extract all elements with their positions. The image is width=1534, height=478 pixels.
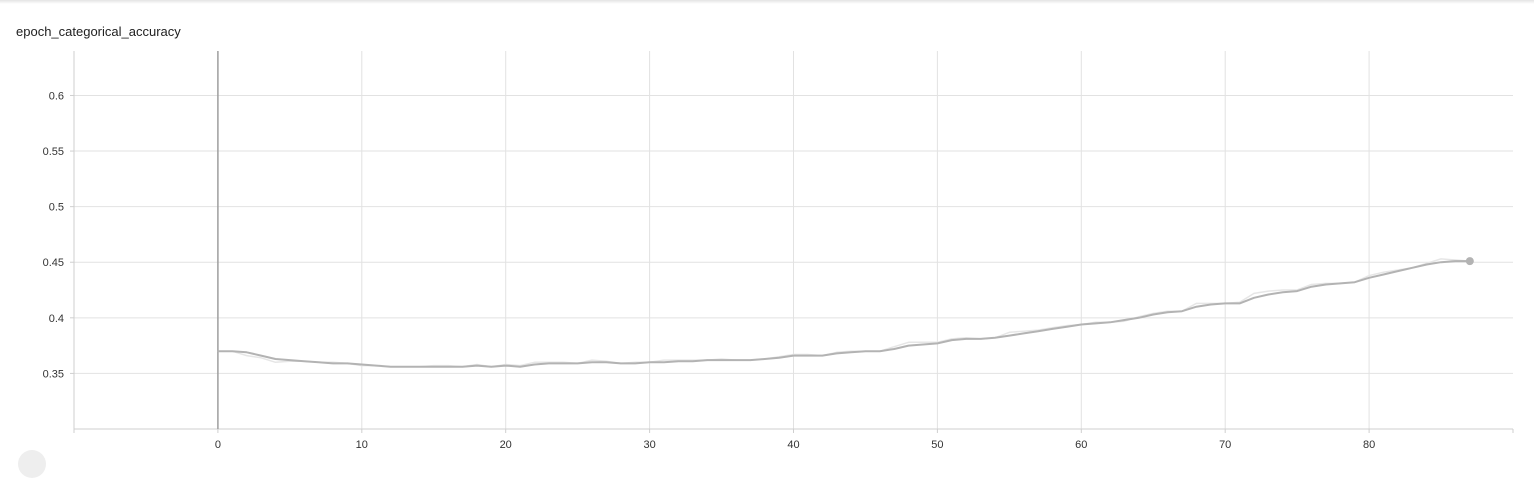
x-tick-label: 30 [643,439,655,451]
grid-layer [74,51,1513,429]
x-tick-label: 70 [1219,439,1231,451]
x-tick-label: 50 [931,439,943,451]
card-top-border [0,0,1534,4]
y-tick-label: 0.5 [49,202,64,214]
smoothed-series-line [217,260,1470,368]
line-chart[interactable]: 0 10 20 30 40 50 60 70 80 0.35 0.4 0.45 0.5 0.55 0.6 [0,0,1534,456]
expand-chart-button[interactable] [18,450,46,478]
y-tick-label: 0.4 [49,313,64,325]
series-layer [217,257,1474,368]
tick-labels-layer: 0 10 20 30 40 50 60 70 80 0.35 0.4 0.45 0.5 0.55 0.6 [43,90,1376,451]
x-tick-label: 80 [1363,439,1375,451]
y-tick-label: 0.6 [49,90,64,102]
x-tick-label: 40 [787,439,799,451]
y-tick-label: 0.55 [43,146,64,158]
chart-title: epoch_categorical_accuracy [16,24,181,39]
raw-series-line [217,258,1470,368]
axes-layer [70,51,1514,433]
x-tick-label: 60 [1075,439,1087,451]
y-tick-label: 0.45 [43,257,64,269]
x-tick-label: 0 [215,439,221,451]
x-tick-label: 10 [356,439,368,451]
series-end-point [1465,257,1474,266]
y-tick-label: 0.35 [43,368,64,380]
x-tick-label: 20 [500,439,512,451]
